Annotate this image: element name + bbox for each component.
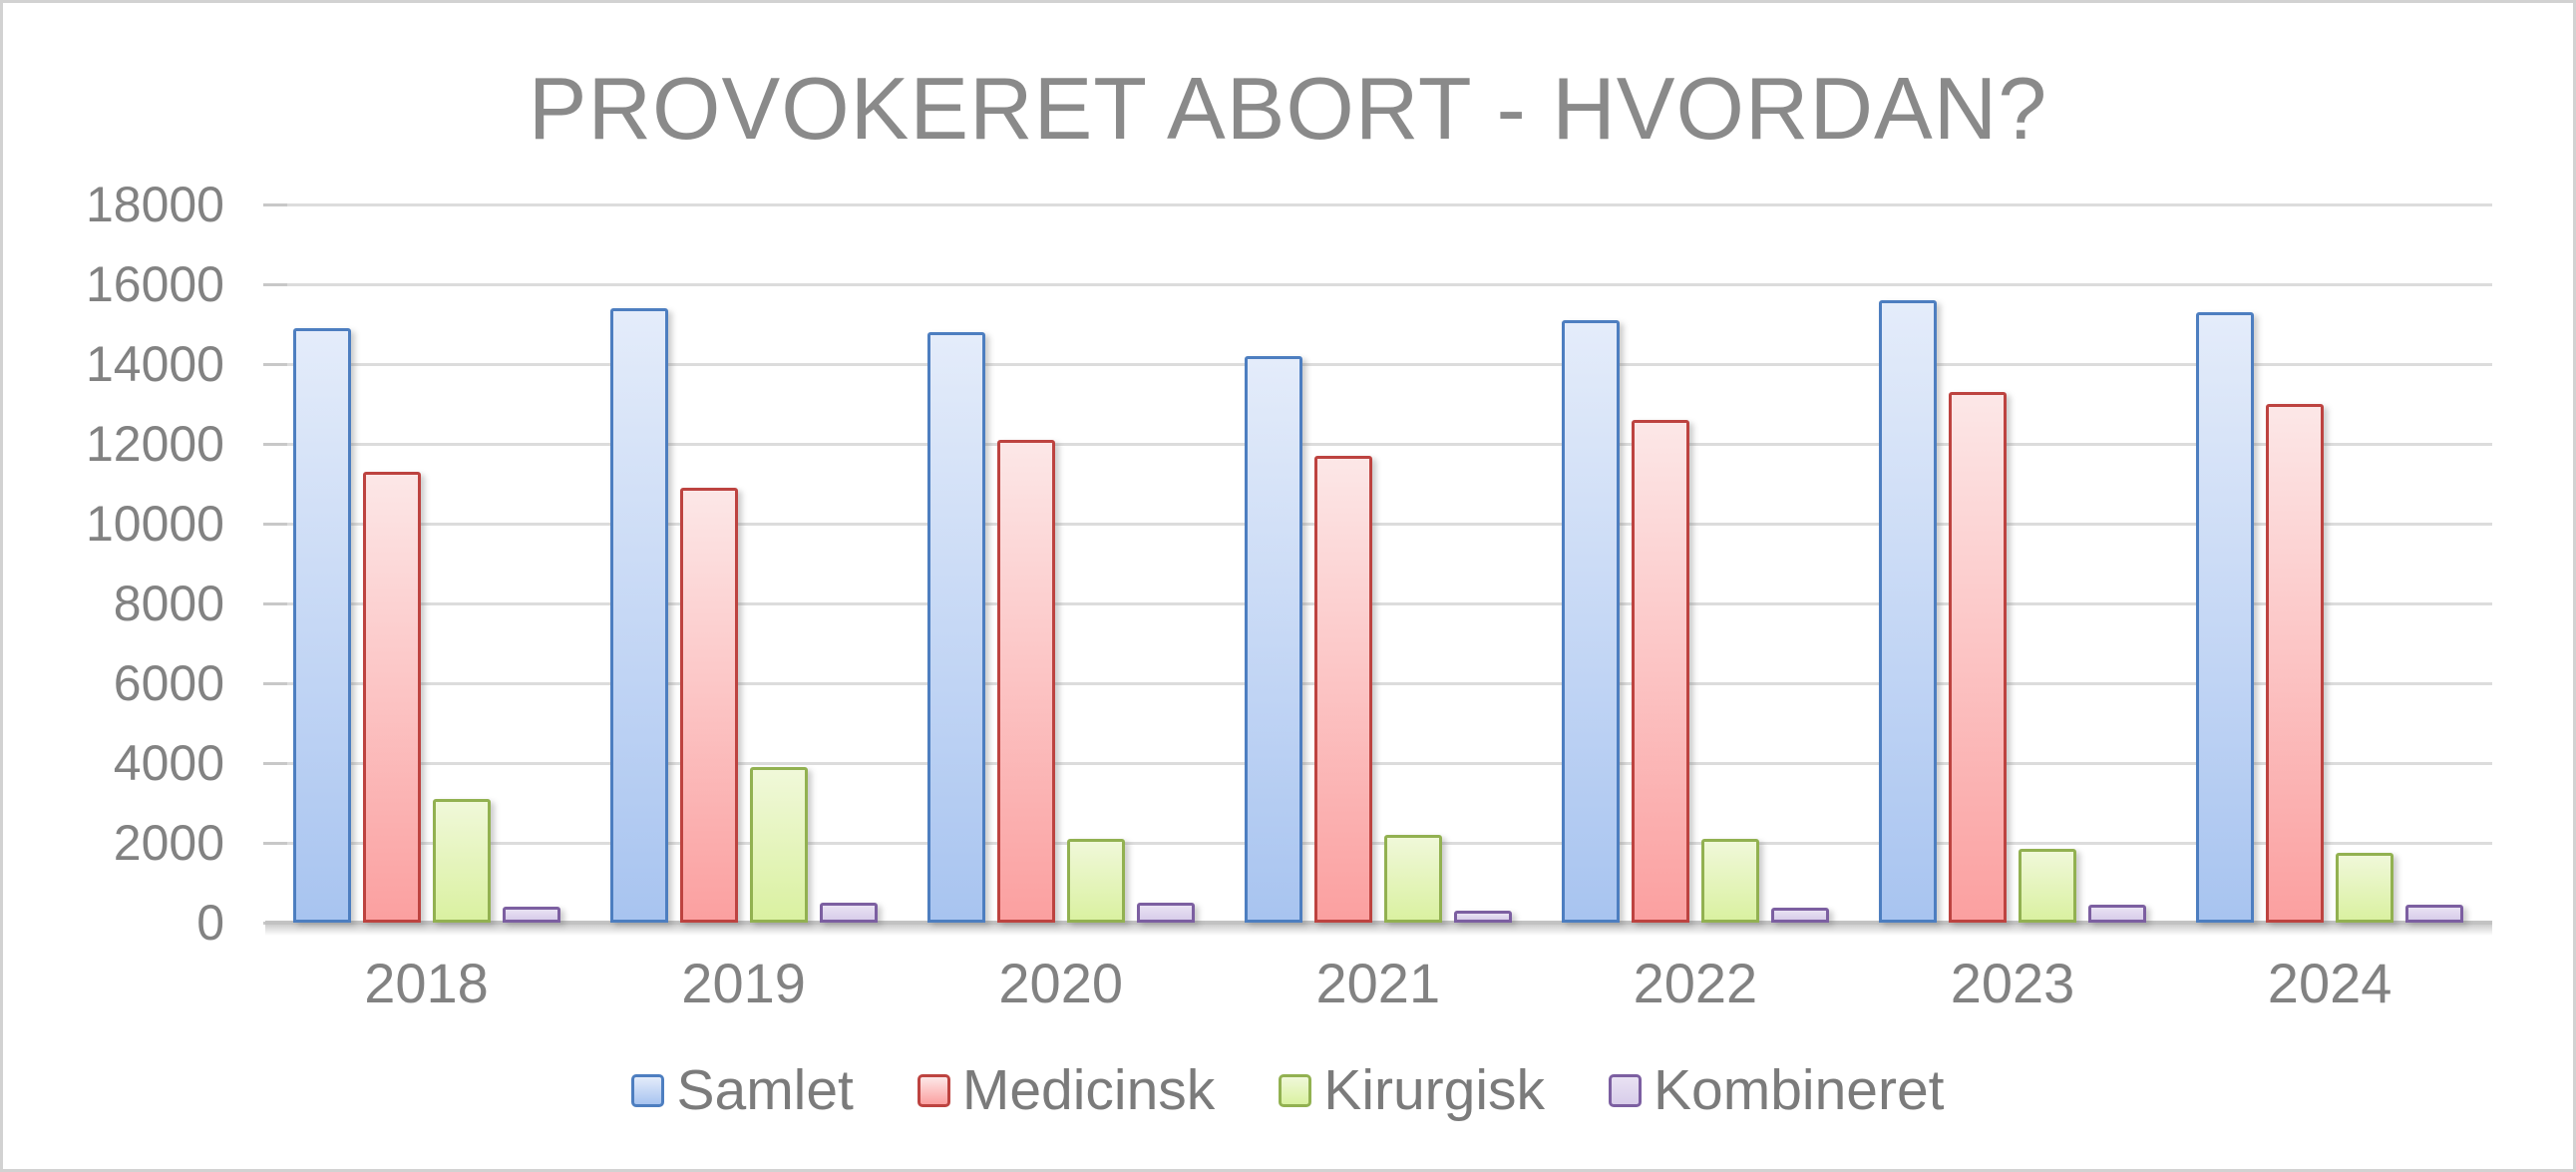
bar-kombineret-2021 — [1453, 911, 1512, 923]
legend-swatch-samlet — [631, 1074, 665, 1107]
y-axis-tick-label: 12000 — [85, 416, 224, 472]
bar-medicinsk-2021 — [1313, 456, 1372, 923]
x-axis-shadow — [265, 925, 2492, 936]
bar-samlet-2021 — [1244, 356, 1302, 923]
legend-label: Kombineret — [1654, 1058, 1945, 1122]
bar-samlet-2019 — [609, 308, 668, 923]
y-axis-tick-label: 8000 — [113, 576, 224, 631]
bar-kombineret-2019 — [819, 903, 878, 923]
x-axis-label: 2020 — [998, 952, 1123, 1014]
bar-kombineret-2020 — [1136, 903, 1195, 923]
y-axis-tick-label: 10000 — [85, 496, 224, 552]
y-axis-tick — [263, 602, 287, 605]
y-axis-tick-label: 6000 — [113, 655, 224, 711]
x-axis-line — [265, 921, 2492, 925]
bar-medicinsk-2024 — [2266, 404, 2325, 923]
bar-medicinsk-2018 — [362, 472, 421, 923]
y-axis-tick — [263, 682, 287, 685]
bar-samlet-2023 — [1879, 300, 1937, 923]
gridline — [265, 682, 2492, 685]
x-axis-label: 2019 — [681, 952, 806, 1014]
y-axis-tick-label: 18000 — [85, 177, 224, 232]
bar-kirurgisk-2019 — [749, 767, 808, 923]
gridline — [265, 602, 2492, 605]
gridline — [265, 762, 2492, 765]
bar-kirurgisk-2023 — [2019, 849, 2076, 923]
bar-kombineret-2024 — [2405, 905, 2464, 923]
y-axis-tick-label: 2000 — [113, 815, 224, 871]
y-axis-tick-label: 4000 — [113, 735, 224, 791]
bar-kirurgisk-2020 — [1066, 839, 1125, 923]
bar-kirurgisk-2022 — [1700, 839, 1759, 923]
legend-swatch-kombineret — [1609, 1074, 1643, 1107]
x-axis-label: 2023 — [1950, 952, 2075, 1014]
bar-medicinsk-2022 — [1631, 420, 1689, 923]
gridline — [265, 842, 2492, 845]
y-axis-tick-label: 16000 — [85, 256, 224, 312]
bar-samlet-2024 — [2196, 312, 2255, 923]
x-axis-label: 2021 — [1315, 952, 1441, 1014]
legend-swatch-kirurgisk — [1279, 1074, 1312, 1107]
y-axis-tick-label: 0 — [196, 895, 224, 951]
legend-label: Kirurgisk — [1323, 1058, 1546, 1122]
bar-kirurgisk-2024 — [2336, 853, 2394, 923]
gridline — [265, 283, 2492, 286]
chart-title: PROVOKERET ABORT - HVORDAN? — [528, 59, 2048, 158]
y-axis-tick — [263, 203, 287, 206]
gridline — [265, 363, 2492, 366]
legend-label: Samlet — [676, 1058, 854, 1122]
bar-kirurgisk-2018 — [432, 799, 491, 923]
y-axis-tick — [263, 523, 287, 526]
legend-item-kombineret: Kombineret — [1609, 1062, 1945, 1119]
y-axis-tick — [263, 363, 287, 366]
y-axis-tick — [263, 443, 287, 446]
bar-samlet-2020 — [926, 332, 985, 923]
bar-kirurgisk-2021 — [1383, 835, 1442, 923]
legend-swatch-medicinsk — [917, 1074, 950, 1107]
bar-medicinsk-2019 — [679, 488, 738, 923]
y-axis-tick — [263, 283, 287, 286]
y-axis-tick — [263, 762, 287, 765]
legend: Samlet Medicinsk Kirurgisk Kombineret — [3, 1062, 2573, 1119]
gridline — [265, 523, 2492, 526]
bar-medicinsk-2020 — [996, 440, 1055, 923]
legend-item-kirurgisk: Kirurgisk — [1279, 1062, 1545, 1119]
legend-item-medicinsk: Medicinsk — [917, 1058, 1216, 1122]
gridline — [265, 443, 2492, 446]
bar-medicinsk-2023 — [1949, 392, 2007, 923]
gridline — [265, 203, 2492, 206]
bar-kombineret-2022 — [1770, 908, 1829, 923]
bar-kombineret-2023 — [2088, 905, 2146, 923]
x-axis-label: 2022 — [1633, 952, 1758, 1014]
y-axis-tick-label: 14000 — [85, 336, 224, 392]
bar-samlet-2022 — [1561, 320, 1620, 923]
legend-item-samlet: Samlet — [631, 1058, 854, 1122]
x-axis-label: 2018 — [364, 952, 489, 1014]
bar-kombineret-2018 — [502, 907, 560, 923]
legend-label: Medicinsk — [961, 1058, 1216, 1122]
x-axis-label: 2024 — [2267, 952, 2392, 1014]
bar-samlet-2018 — [292, 328, 351, 923]
y-axis-tick — [263, 842, 287, 845]
